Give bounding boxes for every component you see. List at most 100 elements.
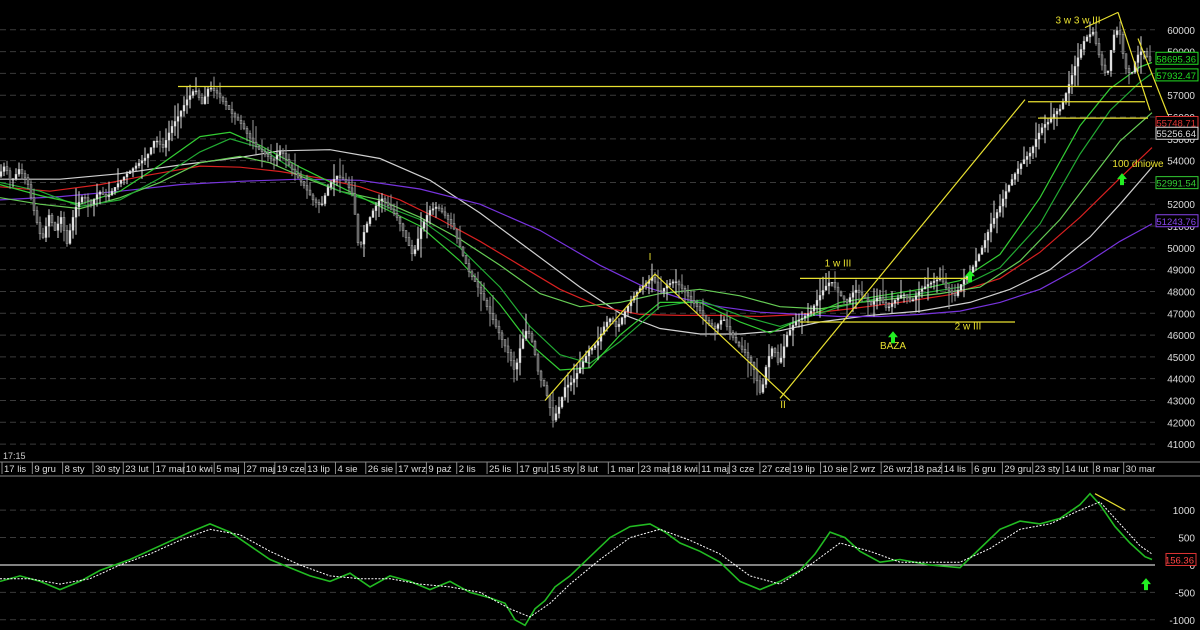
price-candle-body — [488, 306, 492, 314]
price-candle-body — [815, 299, 819, 306]
price-candle-body — [23, 173, 27, 178]
price-candle-body — [854, 289, 858, 293]
date-tick-label: 15 sty — [550, 464, 576, 475]
price-tick-label: 42000 — [1167, 418, 1195, 429]
price-candle-body — [917, 291, 921, 296]
price-candle-body — [728, 326, 732, 333]
price-candle-body — [302, 181, 306, 186]
price-candle-body — [2, 166, 6, 172]
price-candle-body — [1112, 34, 1116, 51]
price-candle-body — [86, 197, 90, 202]
price-candle-body — [149, 147, 153, 155]
price-candle-body — [260, 148, 264, 152]
price-candle-body — [158, 140, 162, 145]
price-candle-body — [971, 266, 975, 273]
price-candle-body — [74, 206, 78, 218]
price-candle-body — [497, 326, 501, 334]
price-candle-body — [554, 413, 558, 421]
price-candle-body — [1049, 118, 1053, 123]
price-candle-body — [269, 156, 273, 160]
price-candle-body — [926, 284, 930, 287]
price-candle-body — [839, 291, 843, 297]
price-candle-body — [263, 151, 267, 155]
price-candle-body — [371, 210, 375, 218]
price-candle-body — [134, 165, 138, 169]
price-candle-body — [443, 211, 447, 216]
price-candle-body — [101, 191, 105, 195]
date-axis: 17 lis 9 gru 8 sty 30 sty 23 lut 17 mar 10 kwi… — [1, 462, 1155, 475]
price-candle-body — [527, 330, 531, 334]
date-tick-label: 25 lis — [489, 464, 511, 475]
up-arrow-icon — [1141, 578, 1151, 591]
date-tick-label: 19 cze — [277, 464, 305, 475]
price-candle-body — [308, 189, 312, 196]
price-candle-body — [374, 205, 378, 211]
price-candle-body — [557, 406, 561, 414]
price-candle-body — [1037, 132, 1041, 140]
price-candle-body — [764, 366, 768, 385]
price-candle-body — [581, 361, 585, 368]
price-candle-body — [173, 121, 177, 127]
price-candle-body — [707, 320, 711, 324]
price-candle-body — [1034, 138, 1038, 148]
price-candle-body — [935, 279, 939, 282]
price-candle-body — [425, 214, 429, 222]
price-candle-body — [362, 232, 366, 245]
price-candle-body — [137, 163, 141, 167]
price-candle-body — [698, 306, 702, 311]
price-candle-body — [473, 276, 477, 282]
price-tick-label: 45000 — [1167, 353, 1195, 364]
price-candle-body — [620, 317, 624, 325]
price-candle-body — [776, 352, 780, 363]
price-candle-body — [197, 90, 201, 98]
price-candle-body — [80, 196, 84, 203]
price-candle-body — [299, 177, 303, 182]
price-candle-body — [41, 233, 45, 238]
price-label-value: 52991.54 — [1156, 179, 1196, 190]
price-candle-body — [614, 321, 618, 327]
price-candle-body — [392, 208, 396, 214]
price-candle-body — [515, 362, 519, 370]
price-candle-body — [827, 282, 831, 287]
price-candle-body — [812, 305, 816, 312]
trend-line — [1084, 11, 1119, 29]
price-candle-body — [737, 341, 741, 347]
price-candle-body — [518, 348, 522, 363]
trend-lines — [178, 11, 1169, 401]
price-candle-body — [26, 177, 30, 185]
price-candle-body — [908, 297, 912, 302]
price-candle-body — [1058, 108, 1062, 112]
price-candle-body — [1136, 54, 1140, 63]
price-candle-body — [1082, 41, 1086, 50]
price-candle-body — [794, 321, 798, 326]
price-candle-body — [869, 301, 873, 305]
price-candle-body — [656, 281, 660, 291]
trend-line — [544, 273, 656, 401]
price-tick-label: 44000 — [1167, 375, 1195, 386]
price-candle-body — [200, 97, 204, 105]
price-candle-body — [809, 310, 813, 314]
date-tick-label: 14 lut — [1065, 464, 1089, 475]
price-candle-body — [767, 355, 771, 368]
price-candle-body — [1091, 31, 1095, 35]
price-candle-body — [383, 198, 387, 203]
price-candle-body — [1118, 30, 1122, 35]
date-tick-label: 13 lip — [307, 464, 330, 475]
price-candle-body — [995, 212, 999, 219]
price-candle-body — [407, 237, 411, 246]
price-candle-body — [560, 397, 564, 408]
price-candle-body — [659, 290, 663, 292]
osc-value-box — [1165, 552, 1197, 566]
price-candle-body — [569, 382, 573, 386]
price-candle-body — [521, 338, 525, 349]
price-tick-label: 50000 — [1167, 244, 1195, 255]
date-tick-label: 14 lis — [944, 464, 966, 475]
date-tick-label: 11 maj — [701, 464, 729, 475]
price-label-box — [1155, 176, 1199, 190]
chart-annotation: II — [780, 400, 786, 411]
price-candle-body — [719, 320, 723, 325]
price-candle-body — [596, 341, 600, 346]
price-candle-body — [1094, 31, 1098, 44]
price-candle-body — [491, 313, 495, 321]
price-candle-body — [164, 139, 168, 148]
